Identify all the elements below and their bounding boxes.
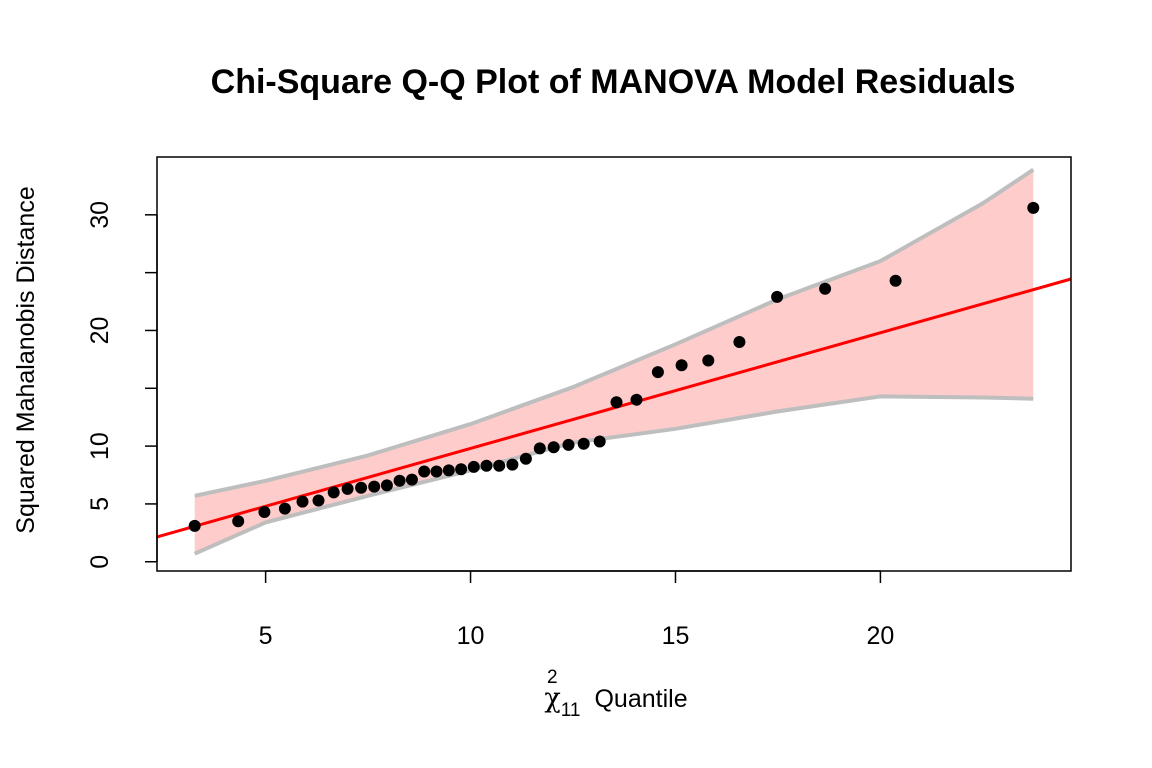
data-point xyxy=(610,396,623,409)
data-point xyxy=(533,442,546,455)
data-point xyxy=(188,519,201,532)
chi-symbol: χ xyxy=(544,683,560,714)
y-axis-label: Squared Mahalanobis Distance xyxy=(12,186,40,533)
data-point xyxy=(651,366,664,379)
y-tick-label: 5 xyxy=(86,497,114,511)
degrees-of-freedom: 11 xyxy=(561,700,581,721)
data-point xyxy=(562,438,575,451)
data-point xyxy=(1027,201,1040,214)
reference-line xyxy=(156,277,1072,539)
confidence-band-upper-edge xyxy=(194,168,1035,498)
x-axis-label-text: Quantile xyxy=(594,685,687,713)
data-point xyxy=(380,479,393,492)
data-point xyxy=(312,494,325,507)
data-point xyxy=(393,474,406,487)
x-axis: 5 10 15 20 xyxy=(259,570,895,650)
x-tick-label: 20 xyxy=(867,622,895,650)
data-point xyxy=(506,458,519,471)
data-point xyxy=(296,495,309,508)
data-point xyxy=(258,506,271,518)
y-tick-label: 0 xyxy=(86,555,114,569)
x-tick-label: 10 xyxy=(457,622,485,650)
data-point xyxy=(430,465,443,478)
confidence-band-fill xyxy=(194,169,1034,554)
confidence-band-lower-edge xyxy=(193,394,1034,556)
x-tick-label: 15 xyxy=(662,622,690,650)
data-points xyxy=(188,201,1040,532)
data-point xyxy=(278,502,291,515)
data-point xyxy=(493,459,506,472)
data-point xyxy=(593,435,606,448)
chi-superscript: 2 xyxy=(547,667,558,688)
x-axis-label: χ11 Quantile xyxy=(544,683,687,721)
data-point xyxy=(418,465,431,478)
y-tick-label: 20 xyxy=(86,317,114,345)
data-point xyxy=(480,459,493,472)
data-point xyxy=(630,393,643,406)
data-point xyxy=(889,274,902,287)
data-point xyxy=(702,354,715,367)
y-tick-label: 10 xyxy=(86,432,114,460)
data-point xyxy=(675,359,688,372)
confidence-band xyxy=(193,168,1035,556)
data-point xyxy=(467,460,480,473)
data-point xyxy=(577,437,590,450)
data-point xyxy=(232,515,245,528)
data-point xyxy=(733,336,746,348)
data-point xyxy=(405,473,418,486)
x-tick-label: 5 xyxy=(259,622,273,650)
data-point xyxy=(547,441,560,454)
data-point xyxy=(771,290,784,303)
data-point xyxy=(519,452,532,465)
chart-title: Chi-Square Q-Q Plot of MANOVA Model Resi… xyxy=(211,63,1016,101)
data-point xyxy=(442,464,455,477)
y-tick-label: 30 xyxy=(86,201,114,229)
data-point xyxy=(341,482,354,495)
data-point xyxy=(455,463,468,476)
y-axis: 0 5 10 20 30 xyxy=(86,201,158,569)
data-point xyxy=(355,481,368,494)
data-point xyxy=(368,480,381,493)
data-point xyxy=(327,486,340,499)
data-point xyxy=(819,282,832,295)
